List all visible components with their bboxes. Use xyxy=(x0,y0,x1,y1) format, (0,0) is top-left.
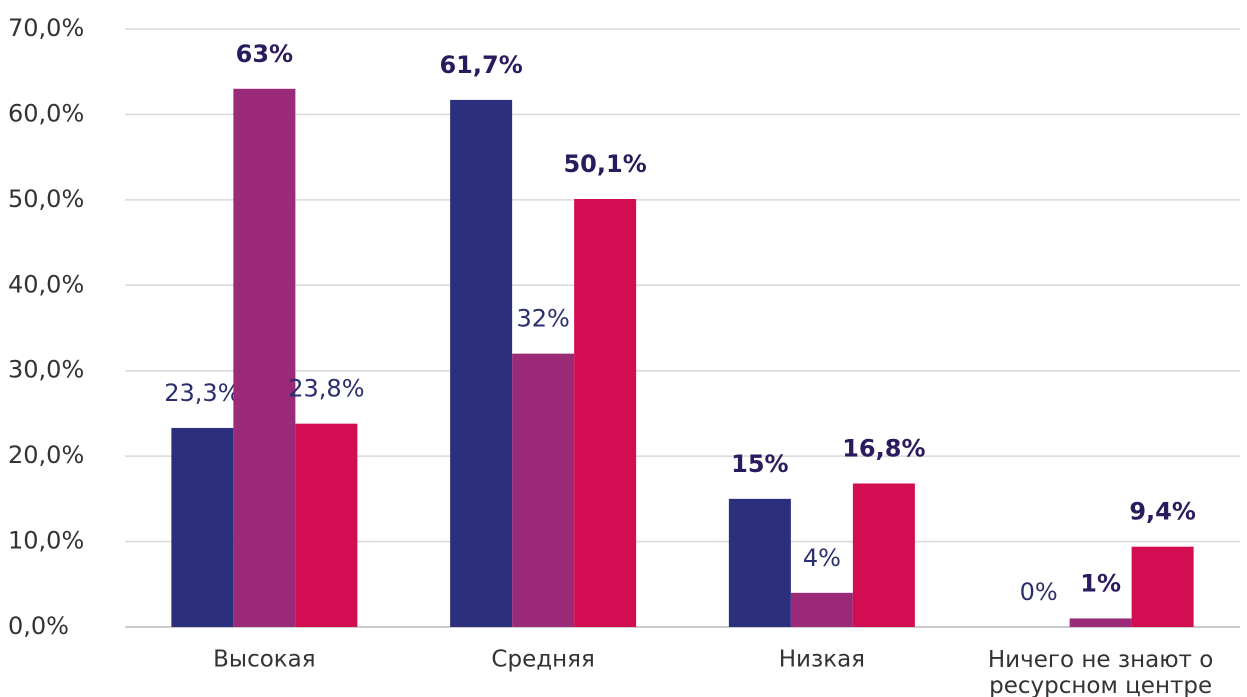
bar xyxy=(574,199,637,627)
y-tick-label: 70,0% xyxy=(8,14,84,42)
x-tick-line: Ничего не знают о xyxy=(988,647,1213,673)
x-tick-label: Ничего не знают о ресурсном центре xyxy=(988,647,1213,697)
y-tick-label: 40,0% xyxy=(8,270,84,298)
value-label: 0% xyxy=(1020,578,1058,606)
value-label: 16,8% xyxy=(842,434,925,462)
bar xyxy=(1131,546,1194,627)
y-tick-label: 20,0% xyxy=(8,441,84,469)
value-label: 50,1% xyxy=(563,150,646,178)
bar xyxy=(295,423,358,627)
x-tick-label: Высокая xyxy=(213,647,315,673)
y-tick-label: 0,0% xyxy=(8,612,69,640)
bar xyxy=(1069,618,1132,627)
bar xyxy=(512,353,575,627)
y-tick-label: 60,0% xyxy=(8,99,84,127)
y-tick-label: 30,0% xyxy=(8,356,84,384)
y-tick-label: 10,0% xyxy=(8,527,84,555)
x-tick-label: Средняя xyxy=(491,647,594,673)
value-label: 63% xyxy=(236,40,293,68)
x-tick-line: ресурсном центре xyxy=(989,673,1212,697)
value-label: 32% xyxy=(516,305,569,333)
bar xyxy=(233,88,296,628)
x-tick-label: Низкая xyxy=(779,647,865,673)
value-label: 1% xyxy=(1080,569,1121,597)
value-label: 23,3% xyxy=(164,379,240,407)
bar xyxy=(728,498,791,627)
value-label: 4% xyxy=(803,544,841,572)
bar xyxy=(790,592,853,627)
value-label: 9,4% xyxy=(1129,498,1196,526)
y-tick-label: 50,0% xyxy=(8,185,84,213)
bar xyxy=(171,427,234,627)
value-label: 61,7% xyxy=(439,51,522,79)
value-label: 15% xyxy=(731,450,788,478)
bar xyxy=(852,483,915,627)
bar xyxy=(450,99,513,628)
value-label: 23,8% xyxy=(288,375,364,403)
